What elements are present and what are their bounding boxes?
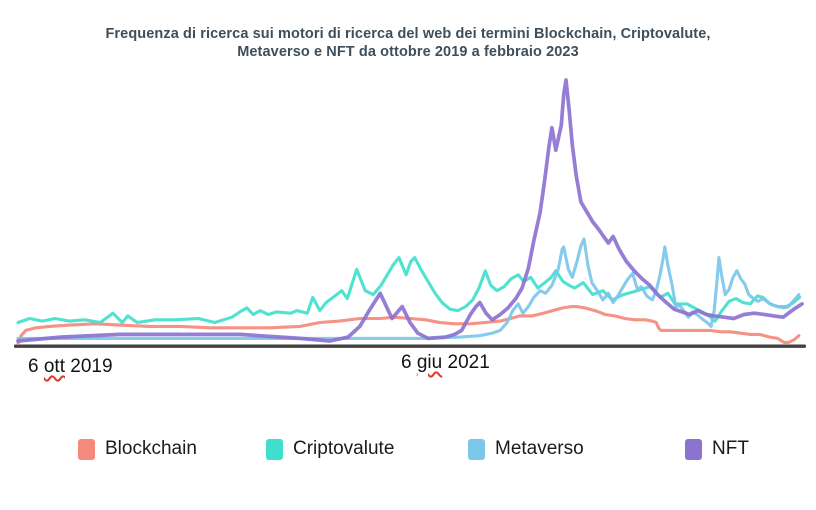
legend-item-criptovalute: Criptovalute bbox=[266, 438, 394, 460]
x-axis-label-start: 6 ott 2019 bbox=[28, 356, 113, 378]
legend-swatch-criptovalute bbox=[266, 438, 283, 460]
x-axis-label-mid-word: giu bbox=[416, 352, 443, 373]
legend-label-blockchain: Blockchain bbox=[105, 438, 197, 459]
x-axis-label-mid-year: 2021 bbox=[442, 352, 490, 373]
chart-title-line-1: Frequenza di ricerca sui motori di ricer… bbox=[105, 26, 711, 42]
legend-item-nft: NFT bbox=[685, 438, 749, 460]
x-axis-label-mid: 6 giu 2021 bbox=[401, 352, 490, 374]
x-axis-line bbox=[14, 344, 806, 348]
legend-label-metaverso: Metaverso bbox=[495, 438, 584, 459]
chart-title: Frequenza di ricerca sui motori di ricer… bbox=[0, 25, 816, 61]
legend-label-nft: NFT bbox=[712, 438, 749, 459]
legend-label-criptovalute: Criptovalute bbox=[293, 438, 395, 459]
legend-item-metaverso: Metaverso bbox=[468, 438, 584, 460]
chart-line-nft bbox=[16, 78, 804, 343]
chart-line-blockchain bbox=[16, 305, 801, 346]
legend-swatch-nft bbox=[685, 438, 702, 460]
chart-title-line-2: Metaverso e NFT da ottobre 2019 a febbra… bbox=[237, 44, 579, 60]
legend-swatch-metaverso bbox=[468, 438, 485, 460]
x-axis-label-start-word: ott bbox=[43, 356, 65, 377]
chart-line-metaverso bbox=[16, 237, 801, 340]
x-axis-label-start-year: 2019 bbox=[64, 356, 113, 377]
x-axis-label-start-pre: 6 bbox=[28, 356, 44, 377]
chart-line-criptovalute bbox=[16, 256, 802, 325]
legend-item-blockchain: Blockchain bbox=[78, 438, 197, 460]
x-axis-label-mid-pre: 6 bbox=[401, 352, 417, 373]
legend-swatch-blockchain bbox=[78, 438, 95, 460]
